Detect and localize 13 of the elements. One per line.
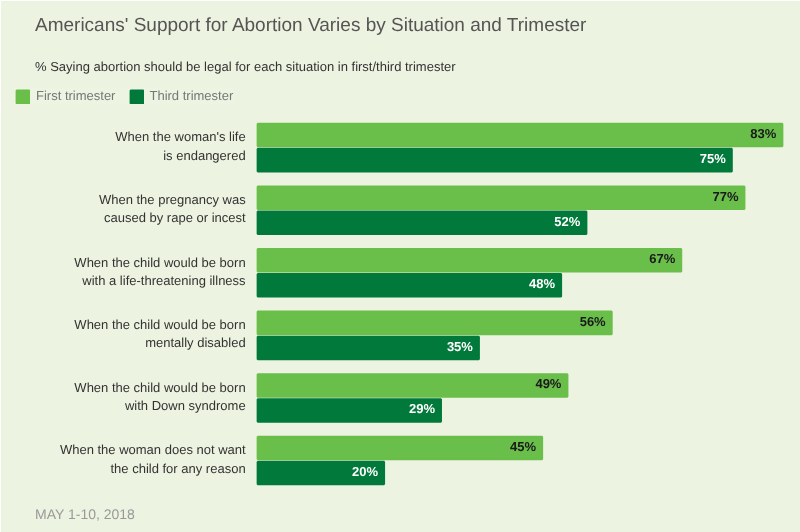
bar [256,335,480,361]
bar [256,248,683,273]
bar [256,210,588,235]
bar [256,373,569,398]
bar [256,122,784,148]
bar [256,273,563,298]
chart-title: Americans' Support for Abortion Varies by Situation and Trimester [35,15,587,37]
bar [256,398,442,423]
bar [256,460,386,486]
bar [256,147,733,173]
bar [256,185,746,210]
bar [256,435,544,461]
bar [256,310,613,336]
